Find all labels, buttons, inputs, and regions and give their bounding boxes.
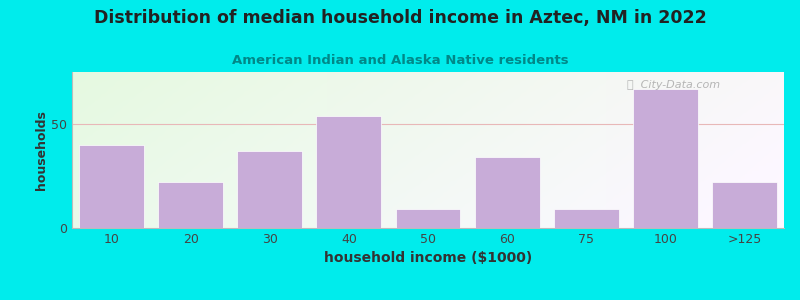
Text: Distribution of median household income in Aztec, NM in 2022: Distribution of median household income … [94,9,706,27]
X-axis label: household income ($1000): household income ($1000) [324,251,532,266]
Bar [712,182,777,228]
Bar [633,88,698,228]
Y-axis label: households: households [35,110,48,190]
Bar [395,209,461,228]
Bar [158,182,223,228]
Text: American Indian and Alaska Native residents: American Indian and Alaska Native reside… [232,54,568,67]
Bar [474,157,539,228]
Text: ⓘ  City-Data.com: ⓘ City-Data.com [627,80,721,90]
Bar [79,145,144,228]
Bar [238,151,302,228]
Bar [317,116,382,228]
Bar [554,209,618,228]
